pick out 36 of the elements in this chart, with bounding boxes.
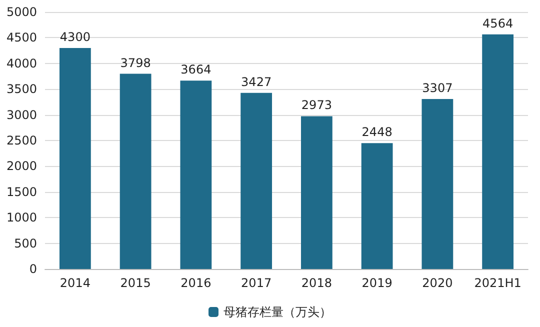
y-tick-label: 4500 [6, 30, 37, 45]
x-tick-label: 2017 [241, 276, 272, 290]
data-label: 3664 [180, 62, 212, 77]
y-tick-label: 4000 [6, 56, 37, 70]
y-tick-label: 5000 [6, 5, 37, 19]
data-label: 4300 [60, 30, 90, 44]
data-label: 4564 [482, 16, 514, 30]
x-tick-label: 2015 [120, 276, 151, 290]
bar [180, 80, 212, 269]
x-tick-label: 2018 [301, 276, 332, 290]
x-tick-label: 2019 [362, 276, 392, 290]
y-tick-label: 3500 [6, 82, 37, 96]
x-tick-label: 2021H1 [474, 276, 522, 290]
y-tick-label: 1500 [6, 184, 37, 199]
x-tick-label: 2014 [60, 276, 90, 290]
bar [482, 34, 514, 269]
data-label: 2448 [362, 125, 392, 140]
x-tick-label: 2016 [180, 276, 212, 290]
y-tick-label: 500 [14, 236, 37, 250]
bar [120, 74, 152, 269]
data-label: 2973 [301, 98, 332, 112]
bar [300, 116, 332, 269]
y-tick-label: 3000 [6, 108, 37, 122]
y-tick-label: 0 [29, 262, 37, 276]
data-label: 3427 [241, 74, 272, 89]
y-tick-label: 1000 [6, 210, 37, 225]
x-tick-label: 2020 [422, 276, 453, 290]
bar [422, 99, 454, 269]
data-label: 3307 [422, 81, 453, 96]
y-tick-label: 2000 [6, 159, 37, 174]
y-tick-label: 2500 [6, 134, 37, 148]
bar [240, 92, 272, 269]
bar [59, 48, 91, 269]
data-label: 3798 [120, 56, 151, 70]
legend-label: 母猪存栏量（万头） [224, 305, 332, 319]
bar [361, 143, 393, 269]
